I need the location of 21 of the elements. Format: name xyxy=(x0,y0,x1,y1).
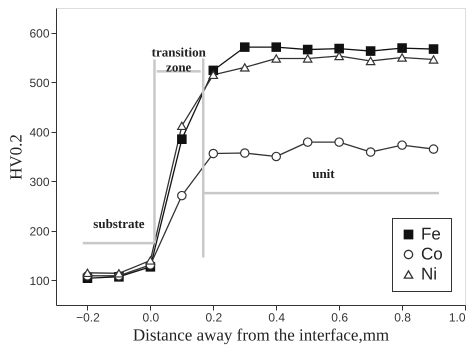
annotation: unit xyxy=(312,166,336,182)
x-tick-label: 0.6 xyxy=(331,310,348,324)
legend-label: Ni xyxy=(421,264,438,284)
x-tick-label: 1.0 xyxy=(448,310,466,324)
x-tick-label: −0.2 xyxy=(76,310,100,324)
x-axis-title: Distance away from the interface,mm xyxy=(132,326,390,344)
y-tick-label: 300 xyxy=(29,174,50,189)
legend-label: Fe xyxy=(421,224,441,244)
x-tick-label: 0.2 xyxy=(205,310,222,324)
annotation: substrate xyxy=(93,216,145,232)
y-tick-label: 100 xyxy=(29,274,50,288)
annotation: transition zone xyxy=(152,44,207,74)
x-tick-label: 0.0 xyxy=(142,310,160,324)
legend-label: Co xyxy=(421,244,443,264)
y-axis-title: HV0.2 xyxy=(6,134,26,180)
y-tick-label: 600 xyxy=(29,26,50,40)
y-tick-label: 200 xyxy=(29,224,50,238)
y-tick-label: 400 xyxy=(29,125,50,140)
x-tick-label: 0.8 xyxy=(394,310,412,324)
y-tick-label: 500 xyxy=(29,76,50,90)
x-tick-label: 0.4 xyxy=(268,310,286,324)
